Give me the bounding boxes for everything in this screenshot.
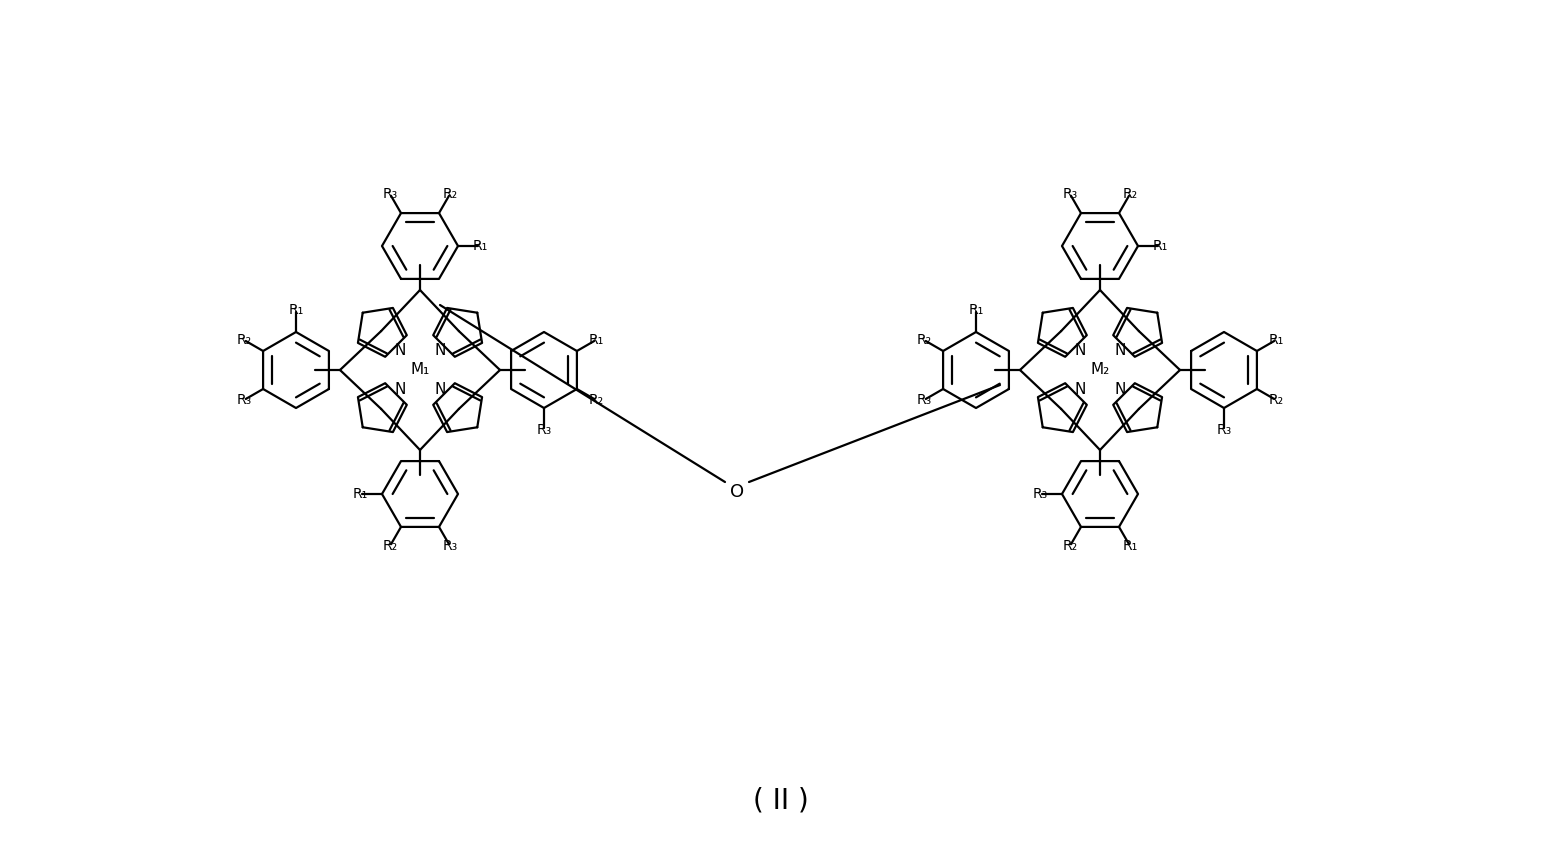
Text: N: N bbox=[1074, 342, 1086, 358]
Text: M₁: M₁ bbox=[411, 362, 430, 378]
Text: N: N bbox=[394, 342, 406, 358]
Text: R₁: R₁ bbox=[352, 487, 367, 501]
Text: R₃: R₃ bbox=[442, 539, 458, 553]
Text: R₂: R₂ bbox=[588, 393, 603, 407]
Text: R₁: R₁ bbox=[289, 303, 303, 317]
Text: ( II ): ( II ) bbox=[753, 786, 810, 814]
Text: R₂: R₂ bbox=[442, 187, 458, 201]
Text: N: N bbox=[1114, 383, 1125, 397]
Text: N: N bbox=[1074, 383, 1086, 397]
Text: N: N bbox=[435, 342, 445, 358]
Text: R₂: R₂ bbox=[1063, 539, 1077, 553]
Text: N: N bbox=[394, 383, 406, 397]
Text: R₃: R₃ bbox=[1216, 423, 1232, 437]
Text: R₁: R₁ bbox=[1122, 539, 1138, 553]
Text: R₁: R₁ bbox=[588, 333, 603, 347]
Text: R₃: R₃ bbox=[536, 423, 552, 437]
Text: R₃: R₃ bbox=[383, 187, 397, 201]
Text: R₃: R₃ bbox=[916, 393, 932, 407]
Text: R₁: R₁ bbox=[472, 239, 488, 253]
Text: N: N bbox=[1114, 342, 1125, 358]
Text: M₂: M₂ bbox=[1091, 362, 1110, 378]
Text: R₂: R₂ bbox=[1122, 187, 1138, 201]
Text: O: O bbox=[730, 483, 744, 501]
Text: R₂: R₂ bbox=[916, 333, 932, 347]
Text: R₃: R₃ bbox=[1033, 487, 1047, 501]
Text: R₂: R₂ bbox=[236, 333, 252, 347]
Text: N: N bbox=[435, 383, 445, 397]
Text: R₁: R₁ bbox=[1152, 239, 1168, 253]
Text: R₂: R₂ bbox=[383, 539, 397, 553]
Text: R₁: R₁ bbox=[969, 303, 983, 317]
Text: R₂: R₂ bbox=[1269, 393, 1283, 407]
Text: R₃: R₃ bbox=[236, 393, 252, 407]
Text: R₁: R₁ bbox=[1268, 333, 1283, 347]
Text: R₃: R₃ bbox=[1063, 187, 1077, 201]
